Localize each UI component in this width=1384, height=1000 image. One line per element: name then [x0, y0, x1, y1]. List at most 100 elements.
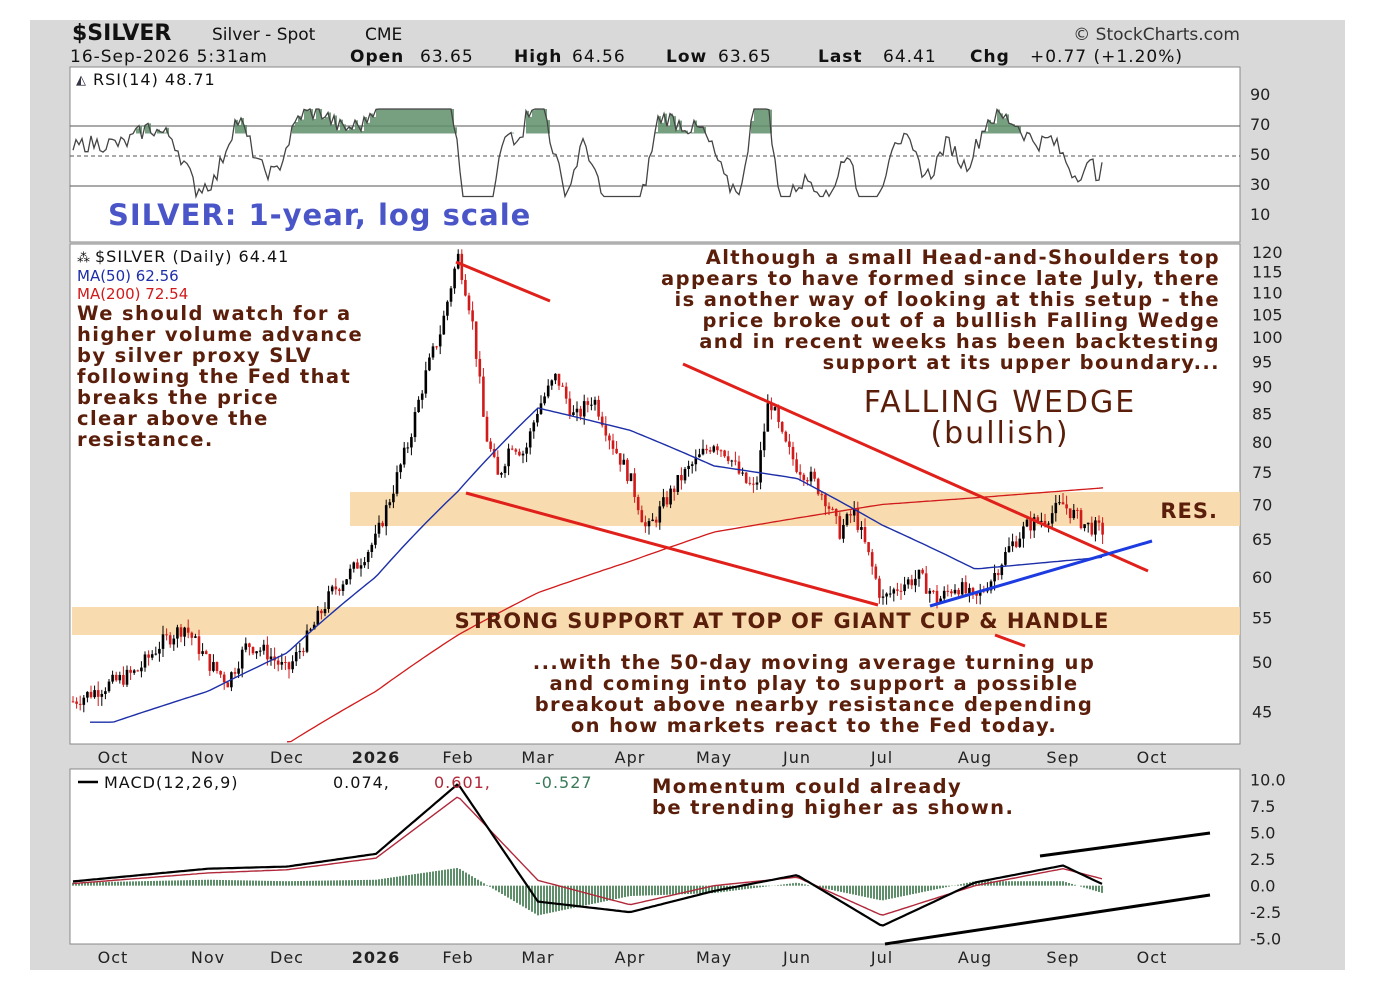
- candle-body: [161, 634, 165, 649]
- candle-body: [1022, 526, 1025, 539]
- macd-histogram-bar: [1020, 881, 1022, 886]
- candle-body: [881, 596, 885, 598]
- candle-body: [726, 456, 730, 462]
- macd-histogram-bar: [885, 885, 887, 900]
- wedge-subtitle: (bullish): [930, 416, 1069, 451]
- candle-body: [708, 450, 712, 452]
- macd-histogram-bar: [930, 885, 932, 891]
- candle-body: [363, 562, 366, 566]
- macd-histogram-bar: [168, 880, 170, 886]
- candle-body: [194, 636, 197, 638]
- candle-body: [816, 478, 820, 495]
- macd-histogram-bar: [879, 885, 881, 901]
- macd-histogram-bar: [420, 873, 422, 886]
- macd-histogram-bar: [867, 885, 869, 898]
- candle-body: [413, 412, 417, 438]
- candle-body: [957, 589, 960, 595]
- macd-histogram-bar: [939, 885, 941, 889]
- macd-histogram-bar: [993, 881, 995, 886]
- candle-body: [345, 579, 348, 585]
- candle-body: [384, 505, 388, 527]
- candle-body: [107, 681, 111, 692]
- macd-histogram-bar: [180, 880, 182, 886]
- header-last-label: Last: [818, 47, 863, 67]
- candle-body: [1029, 519, 1032, 531]
- rising-support-line: [929, 539, 1153, 608]
- macd-histogram-bar: [315, 880, 317, 886]
- macd-histogram-bar: [1068, 883, 1070, 886]
- candle-body: [150, 654, 154, 658]
- candle-body: [280, 662, 284, 665]
- candle-body: [1047, 523, 1050, 525]
- candle-body: [1054, 502, 1058, 514]
- candle-body: [842, 524, 845, 539]
- macd-value-1: 0.074,: [333, 773, 390, 792]
- macd-histogram-bar: [144, 881, 146, 886]
- macd-histogram-bar: [663, 885, 665, 895]
- candle-body: [503, 466, 507, 474]
- macd-histogram-bar: [1023, 881, 1025, 886]
- candle-body: [291, 661, 294, 670]
- macd-histogram-bar: [1041, 881, 1043, 886]
- candle-body: [759, 450, 762, 483]
- macd-histogram-bar: [381, 878, 383, 886]
- candle-body: [1004, 552, 1007, 565]
- x-axis-macd: Oct Nov Dec 2026 Feb Mar Apr May Jun Jul Aug Sep Oct: [98, 948, 1167, 967]
- candle-body: [305, 630, 309, 652]
- macd-histogram-bar: [819, 885, 821, 888]
- price-tick-label: 75: [1252, 463, 1272, 482]
- macd-histogram-bar: [888, 885, 890, 900]
- macd-histogram-bar: [735, 885, 737, 891]
- macd-histogram-bar: [141, 881, 143, 886]
- macd-histogram-bar: [417, 873, 419, 886]
- candle-body: [129, 669, 132, 673]
- macd-histogram-bar: [405, 875, 407, 886]
- left-note-line: clear above the: [77, 407, 269, 430]
- candle-body: [75, 701, 78, 704]
- price-tick-label: 115: [1252, 263, 1283, 282]
- macd-histogram-bar: [1029, 881, 1031, 886]
- x-tick-label: Jul: [870, 748, 893, 767]
- candle-body: [870, 552, 874, 567]
- price-legend-symbol: $SILVER (Daily) 64.41: [95, 247, 289, 266]
- candle-body: [118, 674, 122, 681]
- candle-body: [467, 295, 471, 311]
- macd-histogram-bar: [873, 885, 875, 899]
- candle-body: [784, 431, 788, 442]
- candle-body: [1076, 509, 1079, 511]
- resistance-label: RES.: [1160, 499, 1218, 523]
- candle-body: [716, 446, 719, 451]
- candle-body: [1025, 519, 1029, 527]
- macd-histogram-bar: [822, 885, 824, 889]
- macd-value-3: -0.527: [535, 773, 593, 792]
- macd-histogram-bar: [603, 885, 605, 902]
- candle-body: [269, 656, 273, 660]
- macd-histogram-bar: [870, 885, 872, 899]
- candle-body: [104, 691, 107, 694]
- x-tick-label: Sep: [1046, 948, 1079, 967]
- x-tick-label: Jul: [870, 948, 893, 967]
- macd-histogram-bar: [408, 874, 410, 886]
- macd-histogram-bar: [600, 885, 602, 903]
- support-pointer-line: [994, 633, 1026, 648]
- macd-histogram-bar: [195, 879, 197, 886]
- macd-histogram-bar: [111, 881, 113, 886]
- candle-body: [777, 407, 780, 422]
- candle-body: [323, 609, 327, 614]
- candle-body: [525, 447, 528, 454]
- macd-histogram-bar: [402, 875, 404, 886]
- macd-upper-trend: [1039, 831, 1211, 858]
- macd-lower-trend: [884, 893, 1211, 946]
- candle-body: [669, 488, 672, 505]
- macd-histogram-bar: [546, 885, 548, 914]
- macd-histogram-bar: [567, 885, 569, 910]
- candle-body: [755, 482, 759, 485]
- wedge-upper-line: [682, 362, 1149, 573]
- candle-body: [237, 668, 240, 674]
- macd-histogram-bar: [186, 880, 188, 886]
- macd-histogram-bar: [1050, 881, 1052, 886]
- candle-body: [712, 446, 716, 452]
- macd-histogram-bar: [807, 885, 809, 886]
- macd-histogram-bar: [1092, 885, 1094, 891]
